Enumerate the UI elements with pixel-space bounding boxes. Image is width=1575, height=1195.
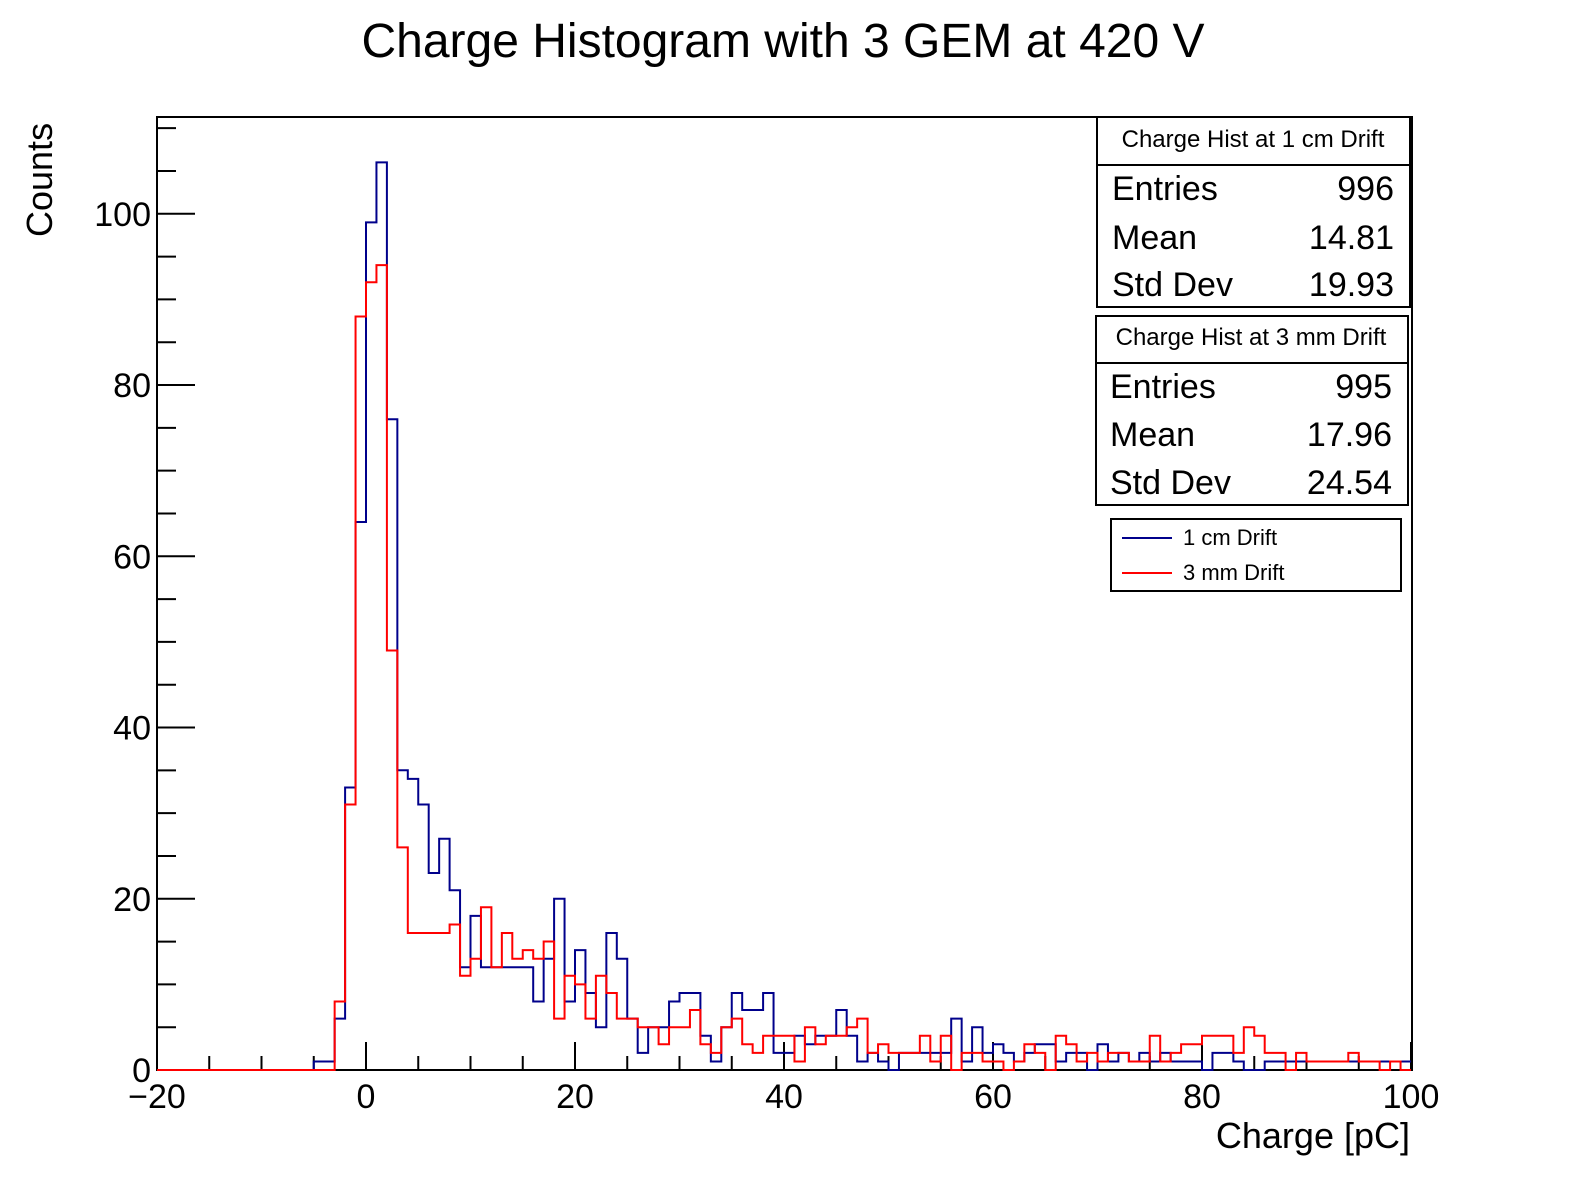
legend: 1 cm Drift 3 mm Drift (1110, 518, 1402, 592)
legend-label-3mm: 3 mm Drift (1183, 560, 1284, 585)
stats-label: Mean (1110, 416, 1195, 454)
y-tick-label: 40 (113, 710, 151, 748)
stats-value: 996 (1337, 170, 1394, 208)
x-axis: −20 0 20 40 60 80 100 (128, 1042, 1439, 1116)
stats-box-3mm: Charge Hist at 3 mm Drift Entries 995 Me… (1095, 315, 1409, 506)
series-layer (157, 161, 1411, 1071)
stats-value: 24.54 (1307, 464, 1392, 502)
y-axis: 0 20 40 60 80 100 (94, 127, 195, 1090)
stats-value: 19.93 (1309, 266, 1394, 304)
stats-label: Std Dev (1110, 464, 1231, 502)
stats-label: Std Dev (1112, 266, 1233, 304)
y-axis-label: Counts (19, 123, 60, 237)
x-tick-label: 100 (1383, 1078, 1440, 1116)
y-tick-label: 0 (132, 1052, 151, 1090)
stats-title: Charge Hist at 1 cm Drift (1122, 126, 1385, 153)
x-tick-label: 20 (556, 1078, 594, 1116)
stats-value: 14.81 (1309, 219, 1394, 257)
x-tick-label: 0 (357, 1078, 376, 1116)
stats-title: Charge Hist at 3 mm Drift (1116, 324, 1387, 351)
y-tick-label: 100 (94, 196, 151, 234)
x-tick-label: −20 (128, 1078, 186, 1116)
x-tick-label: 40 (765, 1078, 803, 1116)
chart-title: Charge Histogram with 3 GEM at 420 V (361, 15, 1204, 68)
y-tick-label: 60 (113, 538, 151, 576)
y-tick-label: 80 (113, 367, 151, 405)
legend-label-1cm: 1 cm Drift (1183, 525, 1277, 550)
y-tick-label: 20 (113, 881, 151, 919)
stats-box-1cm: Charge Hist at 1 cm Drift Entries 996 Me… (1096, 116, 1411, 308)
series-line-3mm (157, 264, 1411, 1071)
stats-label: Entries (1112, 170, 1218, 208)
stats-label: Entries (1110, 368, 1216, 406)
stats-value: 995 (1335, 368, 1392, 406)
x-tick-label: 80 (1183, 1078, 1221, 1116)
stats-label: Mean (1112, 219, 1197, 257)
x-tick-label: 60 (974, 1078, 1012, 1116)
x-axis-label: Charge [pC] (1216, 1115, 1410, 1156)
stats-value: 17.96 (1307, 416, 1392, 454)
